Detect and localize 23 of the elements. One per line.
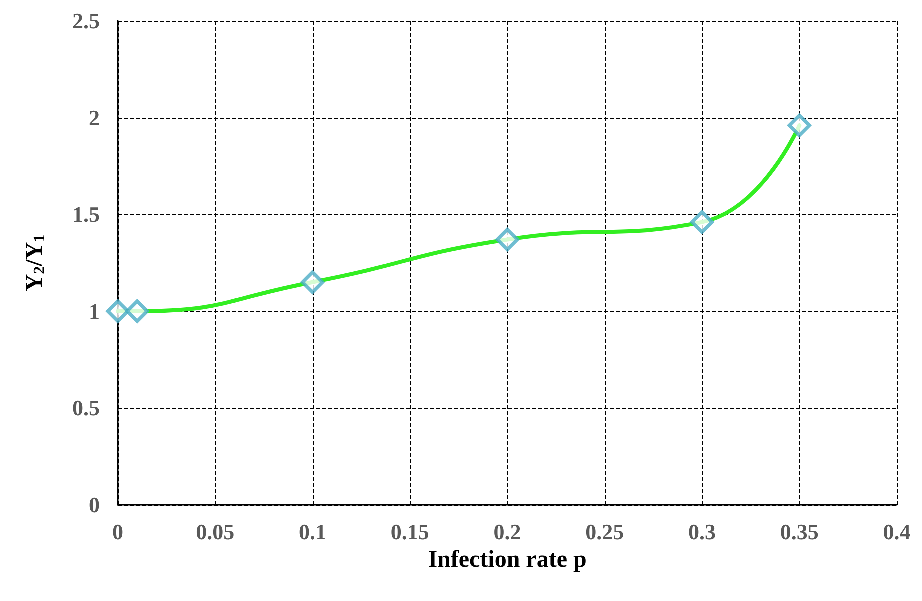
x-tick-label: 0.4: [883, 520, 911, 544]
x-axis-title: Infection rate p: [428, 546, 587, 573]
x-tick-label: 0.25: [586, 520, 624, 544]
point: [496, 228, 520, 252]
y-tick-label: 1.5: [72, 202, 100, 228]
y-tick-label: 2: [89, 105, 100, 130]
y-tick-label: 1: [89, 298, 100, 324]
point: [690, 210, 714, 234]
x-tick-label: 0.3: [688, 520, 716, 544]
y-tick-label: 2.5: [72, 8, 100, 34]
x-tick-label: 0.15: [390, 520, 430, 544]
point: [788, 114, 812, 138]
y-axis-title: Y2/Y1: [22, 234, 48, 292]
x-tick-label: 0.35: [780, 520, 819, 544]
x-tick-label: 0.05: [196, 520, 235, 544]
point: [301, 270, 324, 294]
x-tick-label: 0: [112, 520, 124, 544]
point: [106, 300, 130, 324]
y-tick-label: 0: [89, 492, 100, 518]
x-tick-label: 0.1: [299, 520, 326, 544]
x-tick-label: 0.2: [494, 520, 522, 544]
y-tick-label: 0.5: [72, 396, 100, 421]
point: [126, 300, 150, 324]
